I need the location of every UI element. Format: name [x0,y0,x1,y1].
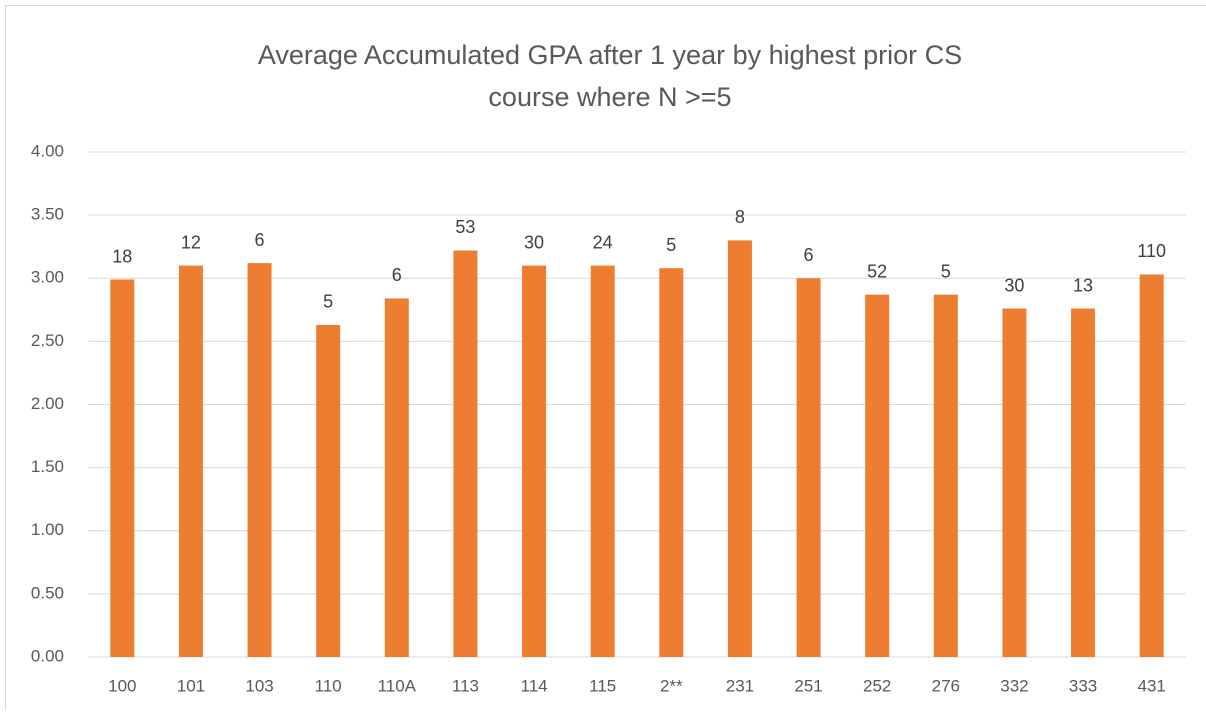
count-label: 110 [1137,241,1166,261]
count-label: 6 [392,265,402,285]
x-tick-label: 115 [589,676,616,695]
count-label: 18 [112,246,132,266]
y-tick-label: 1.00 [31,520,64,539]
bar [1002,309,1026,657]
count-label: 5 [323,292,333,312]
x-tick-label: 431 [1138,676,1166,695]
count-label: 30 [524,232,544,252]
bar [385,298,409,657]
y-tick-label: 0.00 [31,646,64,665]
count-label: 13 [1073,275,1093,295]
x-tick-label: 231 [726,676,754,695]
x-tick-label: 333 [1069,676,1097,695]
x-tick-label: 110 [315,676,342,695]
y-tick-label: 0.50 [31,583,64,602]
count-label: 5 [941,261,951,281]
count-label: 8 [735,207,745,227]
y-tick-label: 4.00 [31,141,64,160]
x-tick-label: 100 [108,676,136,695]
bar [1071,309,1095,657]
y-tick-label: 3.00 [31,268,64,287]
x-tick-label: 103 [245,676,273,695]
y-tick-label: 1.50 [31,457,64,476]
bar [453,250,477,657]
bar [316,325,340,657]
count-label: 5 [666,235,676,255]
count-label: 53 [455,217,475,237]
bar [248,263,272,657]
count-label: 24 [593,232,613,252]
bar [659,268,683,657]
bar [110,280,134,657]
bar [591,266,615,657]
y-tick-label: 2.00 [31,394,64,413]
bar [797,278,821,657]
bar [865,295,889,657]
bar [728,240,752,657]
bar [934,295,958,657]
bar [522,266,546,657]
count-label: 12 [181,232,201,252]
x-tick-label: 276 [932,676,960,695]
x-tick-label: 114 [521,676,548,695]
x-tick-label: 2** [660,676,683,695]
chart-title: course where N >=5 [488,82,731,112]
x-tick-label: 332 [1000,676,1028,695]
chart-title: Average Accumulated GPA after 1 year by … [258,40,962,70]
x-tick-label: 252 [863,676,891,695]
bar [1140,274,1164,657]
count-label: 30 [1004,275,1024,295]
x-tick-label: 113 [452,676,479,695]
y-tick-label: 3.50 [31,205,64,224]
x-tick-label: 251 [794,676,822,695]
x-tick-label: 101 [177,676,205,695]
x-tick-label: 110A [378,676,417,695]
count-label: 6 [804,245,814,265]
y-tick-label: 2.50 [31,331,64,350]
count-label: 6 [255,230,265,250]
bar [179,266,203,657]
count-label: 52 [867,261,887,281]
